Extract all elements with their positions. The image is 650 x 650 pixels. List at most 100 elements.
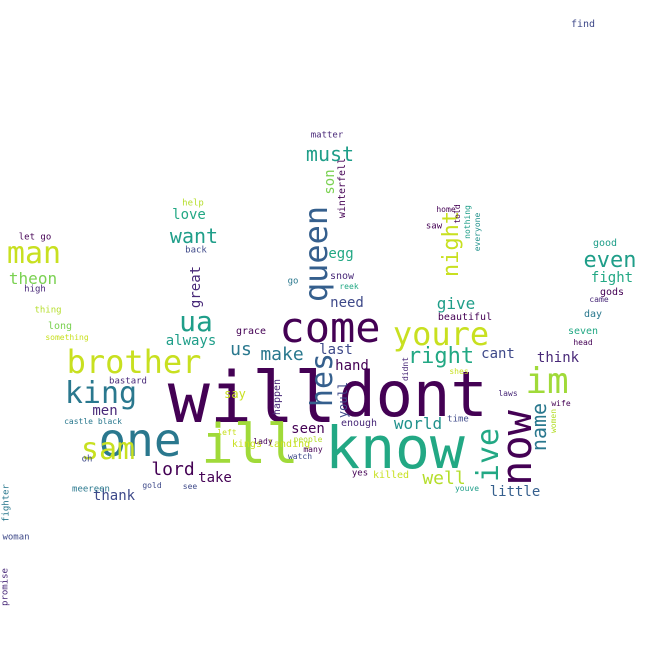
word-reek: reek [339, 282, 359, 291]
word-came: came [589, 295, 609, 304]
word-even: even [583, 248, 637, 273]
word-shes: shes [449, 367, 469, 376]
word-seven: seven [567, 326, 599, 337]
word-home: home [436, 205, 456, 214]
word-give: give [436, 294, 476, 313]
word-high: high [24, 284, 46, 295]
word-thank: thank [92, 488, 136, 504]
word-youre: youre [392, 315, 490, 353]
word-woman: woman [2, 532, 30, 543]
word-head: head [573, 338, 593, 347]
word-didnt: didnt [401, 356, 410, 382]
word-last: last [319, 342, 353, 358]
word-see: see [182, 482, 198, 491]
word-back: back [185, 245, 207, 256]
word-lady: lady [253, 437, 273, 446]
word-hes: hes [305, 352, 340, 408]
word-youve: youve [454, 484, 480, 493]
word-take: take [198, 470, 232, 486]
word-great: great [188, 265, 204, 309]
word-us: us [230, 339, 252, 360]
word-youll: youll [336, 381, 350, 419]
word-grace: grace [235, 326, 267, 337]
word-ill: ill [201, 413, 299, 476]
word-seen: seen [291, 421, 325, 437]
word-brother: brother [66, 343, 202, 381]
word-long: long [47, 321, 73, 332]
word-meereen: meereen [72, 484, 110, 495]
word-told: told [453, 204, 462, 224]
word-oh: oh [81, 454, 93, 465]
word-matter: matter [310, 130, 344, 141]
word-ua: ua [179, 305, 213, 338]
word-always: always [165, 333, 217, 349]
word-good: good [592, 238, 618, 249]
word-gold: gold [142, 481, 162, 490]
word-little: little [489, 484, 541, 500]
word-know: know [325, 414, 465, 482]
word-one: one [98, 413, 182, 467]
word-happen: happen [272, 378, 283, 416]
word-something: something [45, 333, 89, 342]
word-men: men [92, 403, 118, 419]
word-help: help [182, 198, 204, 209]
word-killed: killed [372, 470, 410, 481]
word-will: will [167, 357, 337, 439]
word-day: day [583, 309, 603, 320]
word-night: night [439, 210, 464, 278]
word-think: think [536, 350, 580, 366]
word-ive: ive [471, 427, 506, 483]
word-son: son [322, 169, 338, 195]
word-saw: saw [425, 221, 443, 232]
word-people: people [293, 435, 323, 444]
word-laws: laws [498, 389, 518, 398]
word-sam: sam [80, 432, 136, 467]
word-bastard: bastard [109, 376, 147, 387]
word-beautiful: beautiful [437, 312, 493, 323]
word-fight: fight [590, 270, 634, 286]
word-thing: thing [34, 305, 62, 316]
word-women: women [549, 408, 558, 434]
word-fighter: fighter [1, 484, 12, 522]
word-snow: snow [329, 271, 355, 282]
word-many: many [303, 445, 323, 454]
word-well: well [422, 468, 466, 489]
word-want: want [169, 224, 219, 248]
word-must: must [305, 142, 355, 166]
word-theon: theon [8, 269, 58, 288]
word-find: find [570, 19, 596, 30]
word-enough: enough [340, 418, 378, 429]
word-dont: dont [338, 358, 488, 431]
word-name: name [527, 402, 551, 452]
word-love: love [172, 207, 206, 223]
word-yes: yes [351, 468, 369, 479]
word-time: time [447, 414, 469, 425]
word-now: now [492, 410, 541, 486]
word-man: man [6, 236, 62, 271]
word-come: come [279, 303, 381, 352]
word-kings-landing: kings landing [231, 439, 311, 450]
word-castle-black: castle black [64, 417, 122, 426]
word-nothing: nothing [463, 205, 472, 239]
word-im: im [525, 361, 569, 402]
word-world: world [393, 414, 443, 433]
word-need: need [330, 295, 364, 311]
word-right: right [407, 344, 475, 369]
word-make: make [260, 344, 304, 365]
word-king: king [64, 376, 138, 411]
word-wife: wife [551, 399, 571, 408]
word-gods: gods [599, 287, 625, 298]
word-let-go: let go [18, 232, 52, 243]
word-winterfell: winterfell [337, 157, 348, 219]
word-lord: lord [151, 459, 195, 480]
word-go: go [287, 276, 299, 287]
word-say: say [224, 387, 246, 401]
word-queen: queen [297, 205, 335, 303]
word-watch: watch [287, 452, 313, 461]
word-left: left [217, 428, 237, 437]
word-hand: hand [335, 358, 369, 374]
word-cant: cant [481, 346, 515, 362]
word-promise: promise [0, 568, 11, 606]
word-egg: egg [328, 246, 354, 262]
